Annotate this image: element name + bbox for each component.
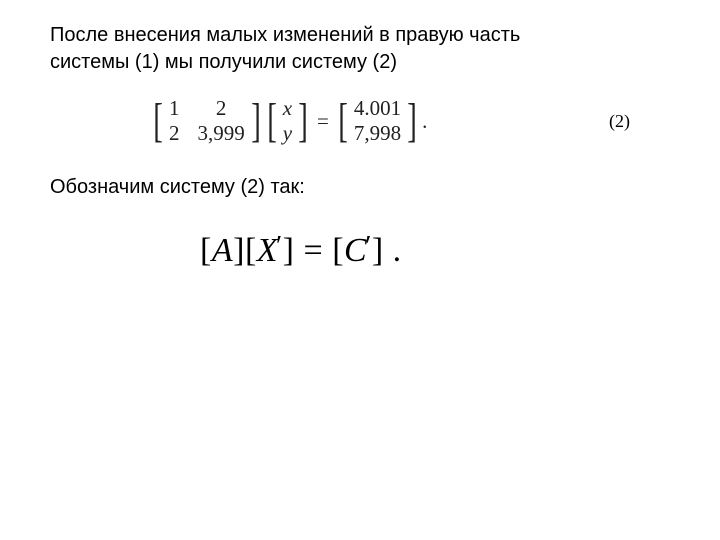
vector-b-cell: 7,998 (354, 122, 401, 145)
matrix-a-cell: 3,999 (197, 122, 244, 145)
matrix-a-cell: 2 (197, 97, 244, 120)
equals-sign: = (295, 232, 333, 269)
bracket-open-icon: [ (332, 232, 344, 269)
bracket-open-icon: [ (245, 232, 257, 269)
p1-line1: После внесения малых изменений в правую … (50, 24, 520, 46)
p1-line2: системы (1) мы получили систему (2) (50, 51, 397, 73)
bracket-open-icon: [ (338, 101, 348, 142)
vector-x: [ x y ] (264, 95, 311, 147)
equation-axc: [A][X′] = [C′] . (200, 231, 670, 270)
bracket-close-icon: ] (298, 101, 308, 142)
paragraph-2: Обозначим систему (2) так: (50, 174, 670, 201)
bracket-open-icon: [ (153, 101, 163, 142)
paragraph-1: После внесения малых изменений в правую … (50, 22, 670, 76)
sym-c: C (344, 232, 367, 269)
equation-number: (2) (609, 111, 630, 132)
vector-x-cell: y (283, 122, 292, 145)
bracket-open-icon: [ (200, 232, 212, 269)
vector-b-cell: 4.001 (354, 97, 401, 120)
prime-icon: ′ (276, 231, 283, 262)
bracket-close-icon: ] (372, 232, 384, 269)
equals-sign: = (317, 109, 329, 134)
sym-a: A (212, 232, 233, 269)
bracket-close-icon: ] (233, 232, 245, 269)
sym-x: X (257, 232, 278, 269)
p2-text: Обозначим систему (2) так: (50, 176, 305, 198)
bracket-close-icon: ] (283, 232, 295, 269)
equation-body: [ 1 2 2 3,999 ] [ x y ] = (150, 95, 427, 147)
matrix-a: [ 1 2 2 3,999 ] (150, 95, 264, 147)
equation-period: . (384, 232, 402, 269)
equation-period: . (422, 109, 427, 134)
vector-x-cell: x (283, 97, 292, 120)
bracket-open-icon: [ (267, 101, 277, 142)
bracket-close-icon: ] (251, 101, 261, 142)
vector-b: [ 4.001 7,998 ] (335, 95, 420, 147)
prime-icon: ′ (365, 231, 372, 262)
equation-system-2: [ 1 2 2 3,999 ] [ x y ] = (50, 86, 670, 156)
matrix-a-cell: 2 (169, 122, 180, 145)
matrix-a-cell: 1 (169, 97, 180, 120)
bracket-close-icon: ] (407, 101, 417, 142)
